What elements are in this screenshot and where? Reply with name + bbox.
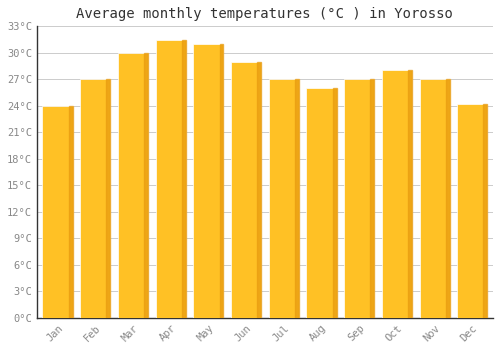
Bar (420, 79, 450, 318)
Bar (408, 70, 412, 318)
Bar (370, 79, 374, 318)
Bar (332, 88, 336, 318)
Bar (457, 104, 488, 318)
Bar (382, 70, 412, 318)
Bar (344, 79, 374, 318)
Bar (295, 79, 299, 318)
Bar (118, 53, 148, 318)
Bar (484, 104, 488, 318)
Bar (220, 44, 224, 318)
Bar (182, 40, 186, 318)
Bar (42, 106, 72, 318)
Bar (231, 62, 261, 318)
Bar (144, 53, 148, 318)
Bar (257, 62, 261, 318)
Bar (194, 44, 224, 318)
Bar (80, 79, 110, 318)
Bar (268, 79, 299, 318)
Bar (68, 106, 72, 318)
Bar (106, 79, 110, 318)
Bar (446, 79, 450, 318)
Bar (156, 40, 186, 318)
Bar (306, 88, 336, 318)
Title: Average monthly temperatures (°C ) in Yorosso: Average monthly temperatures (°C ) in Yo… (76, 7, 454, 21)
